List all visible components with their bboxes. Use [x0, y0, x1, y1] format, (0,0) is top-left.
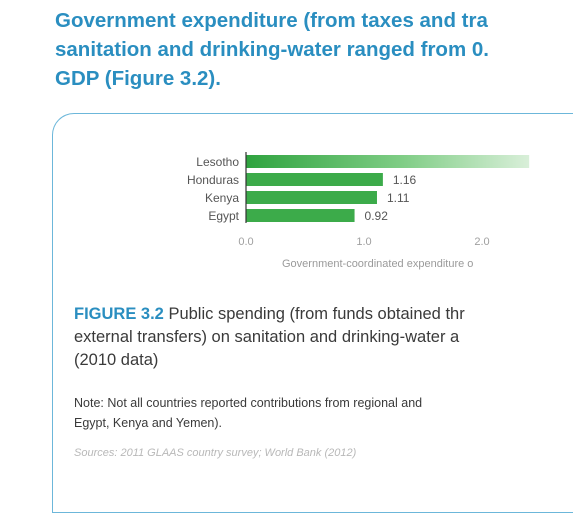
bar-lesotho — [246, 155, 530, 168]
headline-line-1: Government expenditure (from taxes and t… — [55, 9, 488, 32]
figure-note: Note: Not all countries reported contrib… — [74, 393, 573, 433]
category-label-egypt: Egypt — [208, 209, 239, 223]
data-label-kenya: 1.11 — [387, 191, 410, 205]
note-line-2: Egypt, Kenya and Yemen). — [74, 416, 223, 430]
bar-chart: Lesotho Honduras 1.16 Kenya 1.11 Egypt 0.92 0.… — [187, 152, 530, 270]
bar-egypt — [246, 209, 355, 222]
x-tick-label: 0.0 — [238, 236, 253, 248]
category-label-lesotho: Lesotho — [196, 155, 239, 169]
x-tick-label: 1.0 — [356, 236, 371, 248]
figure-number: FIGURE 3.2 — [74, 305, 164, 323]
headline-line-3: GDP (Figure 3.2). — [55, 67, 221, 90]
caption-line-2: external transfers) on sanitation and dr… — [74, 328, 460, 346]
note-line-1: Note: Not all countries reported contrib… — [74, 396, 423, 410]
x-axis-label: Government-coordinated expenditure o — [282, 258, 473, 270]
category-label-honduras: Honduras — [187, 173, 239, 187]
bar-honduras — [246, 173, 383, 186]
figure-caption: FIGURE 3.2 Public spending (from funds o… — [74, 303, 573, 372]
caption-line-1: Public spending (from funds obtained thr — [163, 305, 465, 323]
headline-line-2: sanitation and drinking-water ranged fro… — [55, 38, 489, 61]
x-tick-label: 2.0 — [474, 236, 489, 248]
category-label-kenya: Kenya — [205, 191, 239, 205]
data-label-egypt: 0.92 — [365, 209, 389, 223]
headline: Government expenditure (from taxes and t… — [55, 6, 573, 93]
caption-line-3: (2010 data) — [74, 351, 159, 369]
figure-sources: Sources: 2011 GLAAS country survey; Worl… — [74, 447, 357, 459]
data-label-honduras: 1.16 — [393, 173, 417, 187]
bar-kenya — [246, 191, 377, 204]
